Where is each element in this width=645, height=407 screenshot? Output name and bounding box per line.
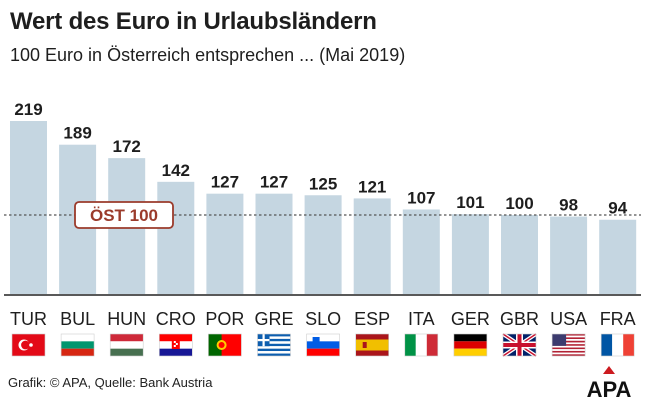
category-label: ESP — [354, 309, 390, 329]
category-label: ITA — [408, 309, 435, 329]
category-label: CRO — [156, 309, 196, 329]
logo-triangle — [603, 366, 615, 374]
croatia-flag-icon — [159, 333, 193, 357]
bar-esp — [353, 198, 391, 294]
category-label: HUN — [107, 309, 146, 329]
value-label: 107 — [407, 188, 435, 207]
chart-title: Wert des Euro in Urlaubsländern — [10, 8, 377, 35]
source-note: Grafik: © APA, Quelle: Bank Austria — [8, 375, 213, 390]
value-label: 94 — [608, 199, 627, 218]
value-label: 189 — [63, 124, 91, 143]
category-label: GBR — [500, 309, 539, 329]
value-label: 121 — [358, 177, 386, 196]
value-label: 142 — [162, 161, 190, 180]
value-label: 219 — [14, 100, 42, 119]
value-label: 127 — [211, 173, 239, 192]
category-labels: TUR BUL HUN CRO POR GRE SLO ESP ITA GER GBR USA FRA — [10, 309, 636, 329]
value-label: 172 — [113, 137, 141, 156]
bar-por — [206, 193, 244, 294]
reference-box — [74, 201, 174, 229]
value-label: 125 — [309, 174, 337, 193]
turkey-flag-icon — [11, 333, 46, 357]
bar-ger — [451, 214, 489, 294]
bar-slo — [304, 195, 342, 294]
greece-flag-icon — [257, 333, 291, 357]
portugal-flag-icon — [208, 333, 242, 357]
category-label: BUL — [60, 309, 95, 329]
apa-logo: APA — [587, 366, 632, 400]
germany-flag-icon — [453, 333, 488, 357]
category-label: GER — [451, 309, 490, 329]
reference-label-box: ÖST 100 — [74, 201, 174, 229]
bar-cro — [157, 181, 195, 294]
value-labels: 219 189 172 142 127 127 125 121 107 101 100 98 94 — [14, 100, 627, 218]
value-label: 101 — [456, 193, 484, 212]
flags — [11, 332, 635, 358]
chart-subtitle: 100 Euro in Österreich entsprechen ... (… — [10, 45, 406, 65]
bar-gbr — [501, 215, 538, 294]
bulgaria-flag-icon — [60, 333, 95, 357]
bar-usa — [550, 216, 588, 294]
category-label: FRA — [600, 309, 636, 329]
usa-flag-icon — [551, 333, 586, 357]
category-label: GRE — [254, 309, 293, 329]
category-label: USA — [550, 309, 587, 329]
category-label: TUR — [10, 309, 47, 329]
hungary-flag-icon — [109, 333, 144, 357]
bar-ita — [402, 209, 440, 294]
united-kingdom-flag-icon — [501, 332, 538, 358]
logo-text: APA — [587, 377, 632, 400]
slovenia-flag-icon — [306, 333, 340, 357]
spain-flag-icon — [355, 333, 390, 357]
value-label: 127 — [260, 173, 288, 192]
value-label: 98 — [559, 196, 578, 215]
value-label: 100 — [505, 194, 533, 213]
italy-flag-icon — [404, 333, 439, 357]
bar-gre — [255, 193, 293, 294]
category-label: SLO — [305, 309, 341, 329]
bar-tur — [10, 121, 47, 294]
bar-fra — [599, 219, 637, 294]
category-label: POR — [205, 309, 244, 329]
france-flag-icon — [600, 333, 635, 357]
reference-label: ÖST 100 — [90, 206, 158, 225]
